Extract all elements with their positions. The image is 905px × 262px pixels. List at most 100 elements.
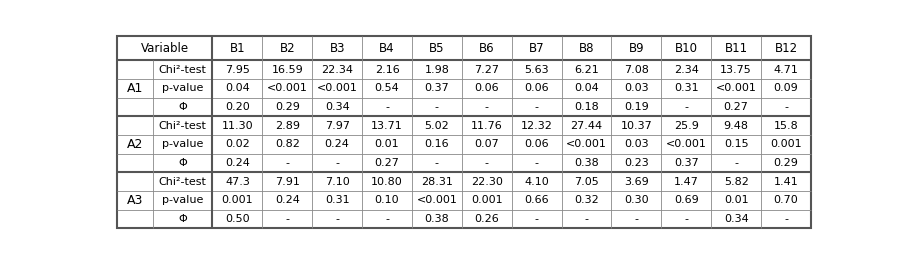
Text: 1.47: 1.47 bbox=[674, 177, 699, 187]
Text: 9.48: 9.48 bbox=[724, 121, 748, 131]
Text: -: - bbox=[385, 102, 389, 112]
Text: 0.31: 0.31 bbox=[325, 195, 349, 205]
Text: -: - bbox=[385, 214, 389, 224]
Text: <0.001: <0.001 bbox=[716, 83, 757, 93]
Text: 10.37: 10.37 bbox=[621, 121, 653, 131]
Text: 0.66: 0.66 bbox=[524, 195, 549, 205]
Text: 0.09: 0.09 bbox=[774, 83, 798, 93]
Text: -: - bbox=[535, 158, 538, 168]
Text: 0.10: 0.10 bbox=[375, 195, 399, 205]
Text: 2.89: 2.89 bbox=[275, 121, 300, 131]
Text: 0.32: 0.32 bbox=[574, 195, 599, 205]
Text: B10: B10 bbox=[675, 42, 698, 55]
Text: 13.75: 13.75 bbox=[720, 65, 752, 75]
Text: 5.02: 5.02 bbox=[424, 121, 449, 131]
Text: B6: B6 bbox=[479, 42, 495, 55]
Text: 0.38: 0.38 bbox=[424, 214, 449, 224]
Text: 0.34: 0.34 bbox=[325, 102, 349, 112]
Text: 0.16: 0.16 bbox=[424, 139, 449, 149]
Text: 11.76: 11.76 bbox=[471, 121, 502, 131]
Text: 0.38: 0.38 bbox=[574, 158, 599, 168]
Text: 0.31: 0.31 bbox=[674, 83, 699, 93]
Text: 0.24: 0.24 bbox=[325, 139, 349, 149]
Text: -: - bbox=[335, 214, 339, 224]
Text: 0.37: 0.37 bbox=[674, 158, 699, 168]
Text: p-value: p-value bbox=[162, 139, 204, 149]
Text: 0.001: 0.001 bbox=[471, 195, 502, 205]
Text: 0.03: 0.03 bbox=[624, 83, 649, 93]
Text: 0.03: 0.03 bbox=[624, 139, 649, 149]
Text: 0.82: 0.82 bbox=[275, 139, 300, 149]
Text: Chi²-test: Chi²-test bbox=[158, 65, 206, 75]
Text: -: - bbox=[435, 102, 439, 112]
Text: 0.04: 0.04 bbox=[574, 83, 599, 93]
Text: -: - bbox=[435, 158, 439, 168]
Text: 0.02: 0.02 bbox=[225, 139, 250, 149]
Text: 4.71: 4.71 bbox=[774, 65, 798, 75]
Text: 11.30: 11.30 bbox=[222, 121, 253, 131]
Text: 47.3: 47.3 bbox=[225, 177, 250, 187]
Text: 13.71: 13.71 bbox=[371, 121, 403, 131]
Text: p-value: p-value bbox=[162, 195, 204, 205]
Text: 25.9: 25.9 bbox=[674, 121, 699, 131]
Text: 0.01: 0.01 bbox=[724, 195, 748, 205]
Text: 16.59: 16.59 bbox=[272, 65, 303, 75]
Text: 0.06: 0.06 bbox=[524, 139, 549, 149]
Text: 0.06: 0.06 bbox=[474, 83, 499, 93]
Text: Φ: Φ bbox=[178, 158, 187, 168]
Text: -: - bbox=[634, 214, 638, 224]
Text: 7.91: 7.91 bbox=[275, 177, 300, 187]
Text: 0.001: 0.001 bbox=[770, 139, 802, 149]
Text: 0.37: 0.37 bbox=[424, 83, 449, 93]
Text: 6.21: 6.21 bbox=[574, 65, 599, 75]
Text: 0.20: 0.20 bbox=[225, 102, 250, 112]
Text: 0.04: 0.04 bbox=[225, 83, 250, 93]
Text: p-value: p-value bbox=[162, 83, 204, 93]
Text: -: - bbox=[784, 214, 788, 224]
Text: 2.34: 2.34 bbox=[674, 65, 699, 75]
Text: -: - bbox=[535, 214, 538, 224]
Text: 1.41: 1.41 bbox=[774, 177, 798, 187]
Text: 0.23: 0.23 bbox=[624, 158, 649, 168]
Text: 7.27: 7.27 bbox=[474, 65, 500, 75]
Text: B3: B3 bbox=[329, 42, 345, 55]
Text: 0.29: 0.29 bbox=[774, 158, 798, 168]
Text: 4.10: 4.10 bbox=[524, 177, 549, 187]
Text: A2: A2 bbox=[127, 138, 143, 151]
Text: 0.24: 0.24 bbox=[275, 195, 300, 205]
Text: 0.06: 0.06 bbox=[524, 83, 549, 93]
Text: 5.82: 5.82 bbox=[724, 177, 748, 187]
Text: -: - bbox=[485, 102, 489, 112]
Text: 0.50: 0.50 bbox=[225, 214, 250, 224]
Text: <0.001: <0.001 bbox=[416, 195, 457, 205]
Text: B1: B1 bbox=[230, 42, 245, 55]
Text: <0.001: <0.001 bbox=[317, 83, 357, 93]
Text: 22.30: 22.30 bbox=[471, 177, 502, 187]
Text: 0.24: 0.24 bbox=[225, 158, 250, 168]
Text: B7: B7 bbox=[529, 42, 545, 55]
Text: 22.34: 22.34 bbox=[321, 65, 353, 75]
Text: 10.80: 10.80 bbox=[371, 177, 403, 187]
Text: 0.69: 0.69 bbox=[674, 195, 699, 205]
Text: B2: B2 bbox=[280, 42, 295, 55]
Text: 0.15: 0.15 bbox=[724, 139, 748, 149]
Text: B9: B9 bbox=[629, 42, 644, 55]
Text: -: - bbox=[285, 214, 290, 224]
Text: 5.63: 5.63 bbox=[524, 65, 549, 75]
Text: 0.26: 0.26 bbox=[474, 214, 500, 224]
Text: -: - bbox=[485, 158, 489, 168]
Text: B8: B8 bbox=[579, 42, 595, 55]
Text: Φ: Φ bbox=[178, 214, 187, 224]
Text: B12: B12 bbox=[775, 42, 797, 55]
Text: 7.97: 7.97 bbox=[325, 121, 349, 131]
Text: Variable: Variable bbox=[140, 42, 188, 55]
Text: 7.95: 7.95 bbox=[225, 65, 250, 75]
Text: 28.31: 28.31 bbox=[421, 177, 452, 187]
Text: -: - bbox=[585, 214, 588, 224]
Text: 0.70: 0.70 bbox=[774, 195, 798, 205]
Text: B4: B4 bbox=[379, 42, 395, 55]
Text: 2.16: 2.16 bbox=[375, 65, 399, 75]
Text: 0.27: 0.27 bbox=[375, 158, 399, 168]
Text: <0.001: <0.001 bbox=[666, 139, 707, 149]
Text: -: - bbox=[734, 158, 738, 168]
